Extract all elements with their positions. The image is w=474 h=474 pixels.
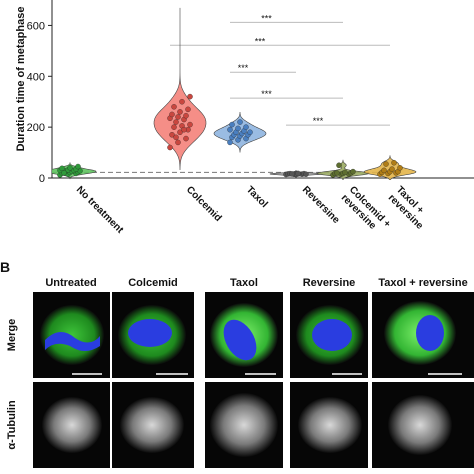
significance-label: ***: [255, 36, 266, 46]
y-axis-label: Duration time of metaphase: [15, 7, 27, 152]
cell: [210, 393, 278, 457]
data-point: [336, 162, 342, 169]
data-point: [391, 159, 397, 166]
row-label: α-Tubulin: [6, 400, 18, 450]
data-point: [334, 170, 340, 176]
y-tick-label: 600: [27, 20, 45, 32]
significance-label: ***: [261, 13, 272, 23]
data-point: [59, 165, 65, 172]
data-point: [173, 134, 179, 141]
data-point: [175, 139, 181, 146]
data-point: [227, 126, 233, 133]
data-point: [169, 132, 175, 138]
data-point: [295, 170, 301, 177]
column-title: Taxol + reversine: [378, 277, 467, 289]
data-point: [383, 161, 389, 167]
chromosomes: [416, 315, 444, 351]
y-tick-label: 200: [27, 122, 45, 134]
data-point: [187, 121, 193, 128]
panel-label: B: [0, 259, 10, 275]
plot-area: [52, 7, 417, 180]
column-title: Colcemid: [128, 277, 178, 289]
data-point: [175, 114, 181, 120]
data-point: [183, 112, 189, 119]
data-point: [389, 166, 395, 172]
cell: [388, 395, 452, 455]
y-tick-label: 0: [39, 173, 45, 185]
data-point: [235, 125, 241, 132]
chromosomes: [223, 319, 257, 361]
y-tick-label: 400: [27, 71, 45, 83]
data-point: [303, 171, 309, 177]
significance-label: ***: [313, 116, 324, 126]
violin: [153, 7, 207, 170]
data-point: [167, 144, 173, 151]
chromosomes: [45, 331, 100, 351]
data-point: [75, 163, 81, 170]
data-point: [173, 119, 179, 125]
column-title: Untreated: [45, 277, 96, 289]
column-title: Reversine: [303, 277, 356, 289]
data-point: [177, 129, 183, 135]
data-point: [247, 129, 253, 135]
data-point: [181, 126, 187, 133]
x-tick-label: Colcemid +reversine: [339, 184, 393, 238]
data-point: [243, 124, 249, 130]
x-tick-label: Colcemid: [184, 184, 224, 224]
data-point: [187, 93, 193, 100]
data-point: [397, 165, 403, 171]
data-point: [169, 111, 175, 118]
data-point: [237, 119, 243, 125]
data-point: [61, 170, 67, 176]
data-point: [171, 124, 177, 130]
x-tick-label: No treatment: [74, 184, 126, 236]
data-point: [183, 135, 189, 142]
data-point: [342, 169, 348, 176]
data-point: [350, 168, 356, 175]
chromosomes: [312, 319, 352, 351]
data-point: [67, 165, 73, 171]
violin: [316, 159, 370, 180]
significance-label: ***: [238, 63, 249, 73]
x-tick-label: Taxol +reversine: [386, 184, 434, 232]
row-label: Merge: [6, 319, 18, 351]
data-point: [229, 121, 235, 128]
chromosomes: [128, 319, 172, 347]
significance-label: ***: [261, 89, 272, 99]
x-tick-label: Taxol: [244, 184, 270, 210]
image-panel: B Untreated Colcemid Taxol: [0, 259, 474, 468]
data-point: [381, 167, 387, 174]
data-point: [227, 139, 233, 146]
cell: [120, 397, 184, 453]
data-point: [171, 104, 177, 110]
column-title: Taxol: [230, 277, 258, 289]
cell: [298, 397, 362, 453]
data-point: [289, 171, 295, 177]
data-point: [179, 98, 185, 105]
data-point: [185, 106, 191, 113]
x-tick-label: Reversine: [300, 184, 342, 226]
cell: [40, 305, 104, 365]
data-point: [177, 109, 183, 115]
cell: [42, 397, 102, 453]
